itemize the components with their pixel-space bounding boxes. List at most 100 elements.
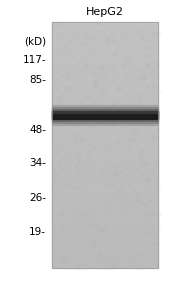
Bar [52, 206, 158, 208]
Bar [134, 165, 138, 167]
Bar [77, 61, 80, 62]
Bar [58, 203, 60, 204]
Bar [79, 267, 83, 270]
Bar [148, 70, 152, 72]
Bar [52, 117, 158, 118]
Bar [132, 153, 134, 154]
Bar [113, 264, 115, 266]
Bar [106, 232, 107, 235]
Bar [85, 129, 87, 132]
Bar [75, 237, 77, 239]
Bar [59, 53, 62, 56]
Bar [68, 41, 69, 44]
Bar [151, 214, 154, 215]
Bar [110, 123, 112, 125]
Bar [156, 250, 159, 252]
Bar [126, 41, 127, 43]
Bar [126, 208, 128, 209]
Bar [148, 229, 149, 230]
Bar [141, 135, 143, 138]
Bar [69, 117, 71, 119]
Bar [52, 229, 158, 230]
Bar [132, 241, 134, 242]
Bar [140, 219, 144, 221]
Bar [52, 254, 158, 256]
Bar [73, 74, 75, 75]
Bar [52, 240, 158, 241]
Bar [71, 39, 75, 41]
Bar [53, 125, 55, 128]
Bar [120, 249, 124, 252]
Bar [102, 227, 105, 230]
Bar [58, 93, 61, 96]
Bar [106, 64, 107, 68]
Bar [92, 209, 93, 212]
Bar [106, 267, 110, 269]
Bar [114, 50, 116, 52]
Bar [63, 184, 66, 185]
Bar [106, 164, 108, 165]
Bar [95, 247, 96, 248]
Bar [117, 242, 121, 245]
Bar [140, 247, 143, 248]
Bar [100, 221, 103, 223]
Bar [73, 126, 76, 127]
Bar [87, 222, 89, 224]
Bar [52, 58, 158, 59]
Bar [138, 185, 142, 186]
Bar [127, 249, 131, 252]
Bar [57, 247, 60, 250]
Bar [77, 205, 78, 207]
Bar [84, 263, 86, 265]
Bar [56, 177, 57, 178]
Bar [127, 112, 129, 114]
Bar [128, 150, 130, 152]
Bar [110, 212, 113, 214]
Bar [131, 161, 135, 164]
Bar [143, 78, 145, 80]
Bar [52, 242, 158, 243]
Bar [89, 134, 92, 137]
Bar [86, 96, 89, 98]
Bar [121, 169, 124, 171]
Bar [85, 28, 86, 29]
Bar [83, 64, 85, 66]
Bar [115, 45, 118, 46]
Bar [65, 214, 67, 216]
Bar [95, 214, 98, 216]
Bar [58, 251, 60, 254]
Bar [113, 68, 115, 70]
Bar [106, 176, 109, 178]
Bar [109, 131, 113, 133]
Bar [114, 65, 116, 67]
Bar [52, 225, 158, 226]
Bar [78, 174, 80, 177]
Bar [122, 213, 123, 216]
Bar [87, 125, 90, 127]
Bar [99, 242, 100, 243]
Bar [61, 107, 63, 110]
Bar [146, 234, 150, 237]
Bar [126, 92, 129, 95]
Bar [123, 217, 125, 219]
Bar [158, 223, 159, 224]
Bar [60, 216, 61, 217]
Bar [52, 161, 158, 162]
Bar [99, 182, 101, 183]
Bar [93, 244, 96, 245]
Bar [134, 136, 137, 137]
Bar [109, 247, 111, 248]
Bar [98, 230, 99, 232]
Bar [61, 74, 63, 77]
Bar [140, 253, 141, 255]
Bar [148, 41, 149, 43]
Bar [97, 113, 98, 115]
Bar [73, 139, 77, 141]
Bar [86, 156, 88, 158]
Bar [96, 194, 98, 196]
Bar [52, 128, 158, 129]
Bar [53, 29, 54, 31]
Bar [77, 267, 79, 268]
Bar [100, 92, 104, 94]
Bar [86, 33, 89, 34]
